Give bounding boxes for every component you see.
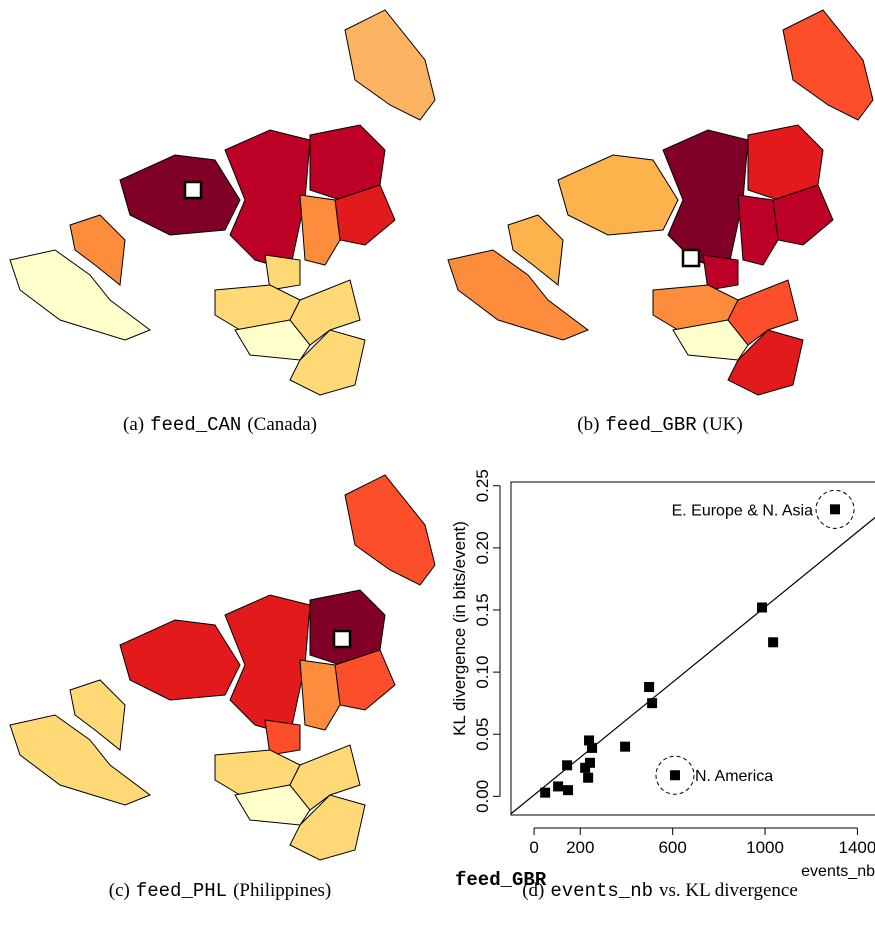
data-point [757, 602, 768, 613]
caption-label: (d) [522, 880, 544, 901]
y-tick-label: 0.20 [473, 531, 492, 564]
caption-name: (UK) [703, 414, 743, 435]
world-map [9, 9, 436, 396]
caption: (d) events_nb vs. KL divergence [522, 880, 798, 902]
country-region [234, 784, 311, 826]
y-tick-label: 0.25 [473, 469, 492, 502]
data-point [620, 741, 631, 752]
caption-code: feed_CAN [150, 414, 241, 436]
country-marker [332, 629, 352, 649]
country-region [299, 659, 341, 731]
y-tick-label: 0.05 [473, 718, 492, 751]
world-map [447, 9, 874, 396]
data-point [830, 504, 841, 515]
country-region [782, 9, 874, 121]
country-region [9, 249, 152, 341]
caption-code: events_nb [550, 880, 653, 902]
country-region [289, 329, 366, 396]
scatter-chart: 0 200 600 1000 1400 0.00 0.05 0.10 0.15 0.20 0.25K… [450, 469, 875, 891]
trend-line [510, 516, 875, 815]
caption-name: (Philippines) [233, 880, 331, 901]
x-tick-label: 1400 [838, 838, 875, 857]
data-point [584, 757, 595, 768]
plot-area: E. Europe & N. Asia N. America [510, 489, 875, 815]
captions: (a) feed_CAN (Canada) (b) feed_GBR (UK) (c) fee… [109, 414, 798, 902]
data-point [563, 785, 574, 796]
country-region [119, 154, 241, 236]
caption-label: (a) [123, 414, 144, 435]
country-region [264, 254, 301, 291]
maps [9, 9, 874, 861]
caption-code: feed_GBR [605, 414, 696, 436]
y-tick-label: 0.10 [473, 656, 492, 689]
data-point [583, 772, 594, 783]
x-axis-title: events_nb [801, 863, 875, 880]
caption: (c) feed_PHL (Philippines) [109, 880, 331, 902]
caption-label: (c) [109, 880, 130, 901]
plot-frame [510, 481, 875, 816]
highlight-circle [655, 755, 695, 795]
country-region [9, 714, 152, 806]
country-region [299, 194, 341, 266]
country-region [557, 154, 679, 236]
country-region [234, 319, 311, 361]
highlight-circle [815, 489, 855, 529]
caption: (b) feed_GBR (UK) [577, 414, 742, 436]
x-tick-label: 200 [566, 838, 594, 857]
caption-label: (b) [577, 414, 599, 435]
data-point [768, 637, 779, 648]
annotation: N. America [695, 768, 773, 785]
data-point [647, 698, 658, 709]
x-tick-label: 600 [658, 838, 686, 857]
country-region [447, 249, 590, 341]
country-region [289, 794, 366, 861]
caption: (a) feed_CAN (Canada) [123, 414, 317, 436]
country-region [702, 254, 739, 291]
country-region [672, 319, 749, 361]
country-region [344, 474, 436, 586]
data-point [644, 682, 655, 693]
data-point [587, 742, 598, 753]
data-point [562, 760, 573, 771]
caption-code: feed_PHL [136, 880, 227, 902]
y-tick-label: 0.15 [473, 593, 492, 626]
data-point [584, 735, 595, 746]
data-point [669, 770, 680, 781]
data-point [540, 787, 551, 798]
country-region [727, 329, 804, 396]
caption-name: (Canada) [247, 414, 317, 435]
country-region [69, 679, 126, 751]
data-point [553, 781, 564, 792]
country-region [737, 194, 779, 266]
world-map [9, 474, 436, 861]
x-tick-label: 0 [529, 838, 538, 857]
y-tick-label: 0.00 [473, 780, 492, 813]
country-region [69, 214, 126, 286]
x-tick-label: 1000 [746, 838, 784, 857]
feed-label: feed_GBR [455, 869, 547, 891]
country-region [264, 719, 301, 756]
country-region [119, 619, 241, 701]
country-marker [681, 248, 701, 268]
annotation: E. Europe & N. Asia [672, 502, 814, 519]
country-region [507, 214, 564, 286]
y-axis-title: KL divergence (in bits/event) [450, 521, 469, 736]
caption-name: vs. KL divergence [659, 880, 798, 901]
country-region [344, 9, 436, 121]
country-marker [183, 180, 203, 200]
